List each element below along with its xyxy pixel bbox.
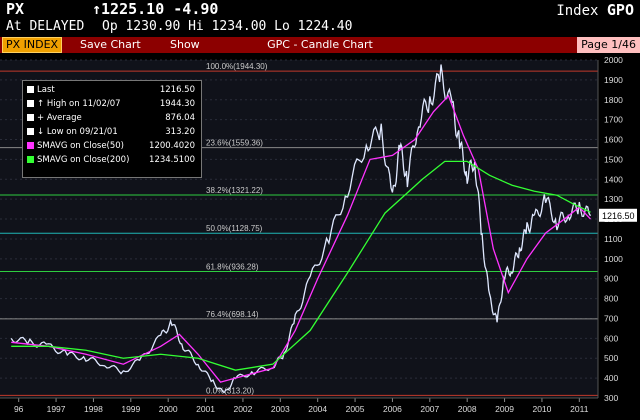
- legend-label: SMAVG on Close(50): [37, 141, 124, 151]
- legend-label: ↑ High on 11/02/07: [37, 99, 121, 109]
- legend-label: ↓ Low on 09/21/01: [37, 127, 118, 137]
- y-tick-label: 1900: [604, 75, 623, 85]
- legend-row: + Average 876.04: [27, 113, 197, 124]
- y-tick-label: 600: [604, 333, 618, 343]
- legend-swatch-icon: [27, 114, 34, 121]
- index-code: GPO: [606, 1, 634, 19]
- fib-level-label: 38.2%(1321.22): [206, 186, 263, 195]
- y-tick-label: 400: [604, 373, 618, 383]
- x-tick-label: 2000: [159, 404, 178, 414]
- fib-level-label: 50.0%(1128.75): [206, 224, 263, 233]
- legend-label: + Average: [37, 113, 82, 123]
- legend-value: 313.20: [165, 127, 195, 137]
- y-tick-label: 300: [604, 393, 618, 403]
- legend-value: 1944.30: [159, 99, 195, 109]
- legend-swatch-icon: [27, 128, 34, 135]
- legend-row: SMAVG on Close(200) 1234.5100: [27, 155, 197, 166]
- y-tick-label: 500: [604, 353, 618, 363]
- x-tick-label: 2002: [233, 404, 252, 414]
- legend-value: 1216.50: [159, 85, 195, 95]
- legend-value: 876.04: [165, 113, 195, 123]
- x-tick-label: 2006: [383, 404, 402, 414]
- last-price-label: 1216.50: [602, 211, 635, 221]
- x-tick-label: 2004: [308, 404, 327, 414]
- legend-label: Last: [37, 85, 55, 95]
- legend-value: 1234.5100: [149, 155, 195, 165]
- px-index-button[interactable]: PX INDEX: [2, 37, 63, 53]
- fib-level-label: 76.4%(698.14): [206, 310, 259, 319]
- x-tick-label: 2009: [495, 404, 514, 414]
- index-label: Index GPO: [556, 1, 634, 19]
- legend-row: SMAVG on Close(50) 1200.4020: [27, 141, 197, 152]
- delay-status: At DELAYED: [6, 19, 85, 34]
- x-tick-label: 2011: [570, 404, 589, 414]
- open-high-low: Op 1230.90 Hi 1234.00 Lo 1224.40: [102, 19, 353, 34]
- chart-title: GPC - Candle Chart: [267, 38, 373, 51]
- y-tick-label: 1500: [604, 154, 623, 164]
- last-price-tag: [599, 208, 637, 222]
- legend-row: Last 1216.50: [27, 85, 197, 96]
- y-tick-label: 900: [604, 274, 618, 284]
- y-tick-label: 1100: [604, 234, 623, 244]
- x-tick-label: 2003: [271, 404, 290, 414]
- x-tick-label: 2007: [420, 404, 439, 414]
- legend-swatch-icon: [27, 86, 34, 93]
- y-tick-label: 2000: [604, 55, 623, 65]
- y-tick-label: 800: [604, 294, 618, 304]
- legend-row: ↓ Low on 09/21/01 313.20: [27, 127, 197, 138]
- x-tick-label: 96: [14, 404, 24, 414]
- quote-row: At DELAYED Op 1230.90 Hi 1234.00 Lo 1224…: [0, 19, 640, 35]
- x-tick-label: 1999: [121, 404, 140, 414]
- sma50-line: [11, 94, 591, 383]
- save-chart-button[interactable]: Save Chart: [80, 38, 141, 51]
- x-tick-label: 2010: [532, 404, 551, 414]
- y-tick-label: 1600: [604, 135, 623, 145]
- y-tick-label: 1700: [604, 115, 623, 125]
- y-tick-label: 1400: [604, 174, 623, 184]
- y-tick-label: 1300: [604, 194, 623, 204]
- page-indicator[interactable]: Page 1/46: [577, 37, 640, 53]
- header-row: PX ↑1225.10 -4.90 Index GPO: [0, 0, 640, 19]
- index-prefix: Index: [556, 3, 599, 19]
- legend-swatch-icon: [27, 156, 34, 163]
- x-tick-label: 2008: [458, 404, 477, 414]
- legend-label: SMAVG on Close(200): [37, 155, 130, 165]
- chart-legend: Last 1216.50 ↑ High on 11/02/07 1944.30 + Av…: [22, 80, 202, 178]
- legend-row: ↑ High on 11/02/07 1944.30: [27, 99, 197, 110]
- x-tick-label: 1997: [47, 404, 66, 414]
- fib-level-label: 0.0%(313.20): [206, 386, 254, 395]
- y-tick-label: 1000: [604, 254, 623, 264]
- fib-level-label: 100.0%(1944.30): [206, 62, 268, 71]
- y-tick-label: 1800: [604, 95, 623, 105]
- y-tick-label: 700: [604, 313, 618, 323]
- sma200-line: [11, 160, 591, 371]
- legend-swatch-icon: [27, 142, 34, 149]
- x-tick-label: 1998: [84, 404, 103, 414]
- x-tick-label: 2005: [346, 404, 365, 414]
- legend-swatch-icon: [27, 100, 34, 107]
- price-change: ↑1225.10 -4.90: [92, 0, 219, 18]
- fib-level-label: 23.6%(1559.36): [206, 139, 263, 148]
- x-tick-label: 2001: [196, 404, 215, 414]
- symbol-label: PX: [6, 0, 25, 18]
- show-button[interactable]: Show: [170, 38, 200, 51]
- price-series-line: [10, 64, 592, 394]
- menu-bar: PX INDEX Save Chart Show Page 1/46: [0, 37, 640, 53]
- fib-level-label: 61.8%(936.28): [206, 262, 259, 271]
- legend-value: 1200.4020: [149, 141, 195, 151]
